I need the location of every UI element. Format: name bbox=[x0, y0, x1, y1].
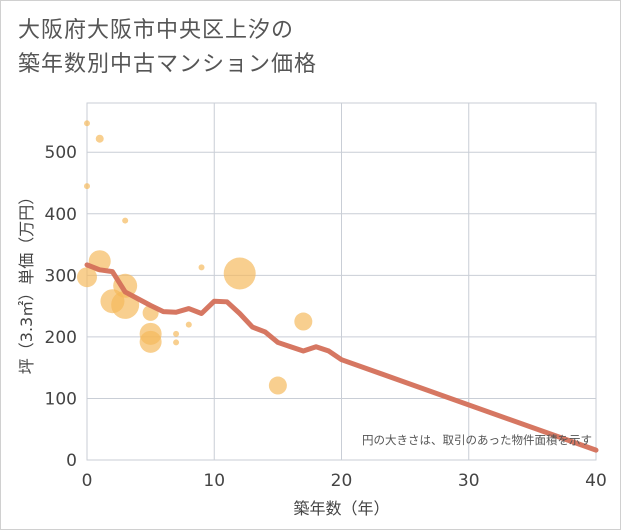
y-tick-label: 400 bbox=[45, 205, 77, 225]
bubble-point bbox=[294, 312, 313, 331]
x-axis-label: 築年数（年） bbox=[293, 499, 389, 518]
y-tick-label: 100 bbox=[45, 389, 77, 409]
x-tick-label: 10 bbox=[203, 471, 225, 491]
average-price-line bbox=[84, 262, 599, 453]
bubble-point bbox=[77, 267, 97, 288]
size-note: 円の大きさは、取引のあった物件面積を示す bbox=[362, 433, 592, 447]
x-tick-label: 40 bbox=[585, 471, 607, 491]
bubble-point bbox=[185, 321, 192, 328]
x-tick-label: 20 bbox=[331, 471, 353, 491]
bubble-point bbox=[268, 376, 287, 395]
x-tick-label: 30 bbox=[458, 471, 480, 491]
y-tick-label: 200 bbox=[45, 328, 77, 348]
bubble-point bbox=[173, 330, 180, 337]
y-tick-label: 500 bbox=[45, 143, 77, 163]
bubble-point bbox=[95, 134, 104, 143]
bubble-point bbox=[84, 183, 90, 190]
bubble-point bbox=[223, 257, 256, 290]
bubble-point bbox=[173, 339, 180, 346]
bubble-point bbox=[122, 217, 129, 224]
y-tick-label: 300 bbox=[45, 266, 77, 286]
bubble-point bbox=[84, 120, 90, 127]
chart-title: 大阪府大阪市中央区上汐の 築年数別中古マンション価格 bbox=[18, 18, 318, 77]
y-axis-label: 坪（3.3㎡）単価（万円） bbox=[17, 189, 36, 374]
bubble-point bbox=[139, 330, 162, 353]
x-tick-label: 0 bbox=[82, 471, 93, 491]
bubble-point bbox=[198, 264, 205, 271]
y-tick-label: 0 bbox=[66, 451, 77, 471]
